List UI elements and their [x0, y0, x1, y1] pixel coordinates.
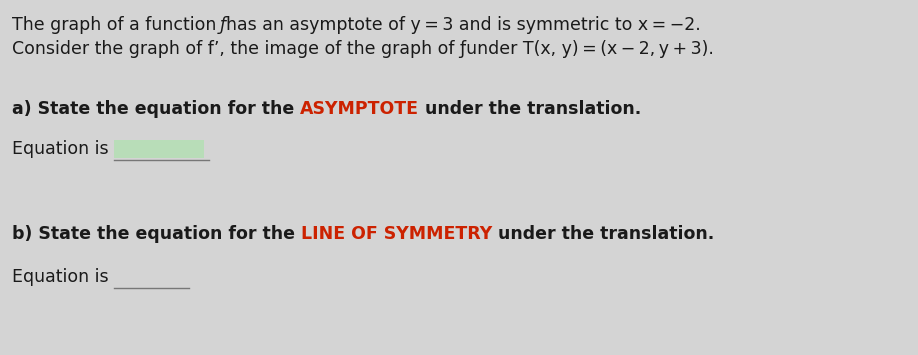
Text: has an asymptote of y = 3 and is symmetric to x = −2.: has an asymptote of y = 3 and is symmetr… — [226, 16, 700, 34]
Text: Consider the graph of f’, the image of the graph of ƒunder T(x, y) = (x − 2, y +: Consider the graph of f’, the image of t… — [12, 40, 714, 58]
Text: Equation is: Equation is — [12, 140, 114, 158]
Text: under the translation.: under the translation. — [492, 225, 714, 243]
FancyBboxPatch shape — [114, 140, 204, 158]
Text: The graph of a function: The graph of a function — [12, 16, 220, 34]
Text: under the translation.: under the translation. — [420, 100, 642, 118]
Text: b) State the equation for the: b) State the equation for the — [12, 225, 301, 243]
Text: Equation is: Equation is — [12, 268, 114, 286]
Text: a) State the equation for the: a) State the equation for the — [12, 100, 300, 118]
Text: ƒ: ƒ — [220, 16, 226, 34]
Text: ASYMPTOTE: ASYMPTOTE — [300, 100, 420, 118]
Text: LINE OF SYMMETRY: LINE OF SYMMETRY — [301, 225, 492, 243]
